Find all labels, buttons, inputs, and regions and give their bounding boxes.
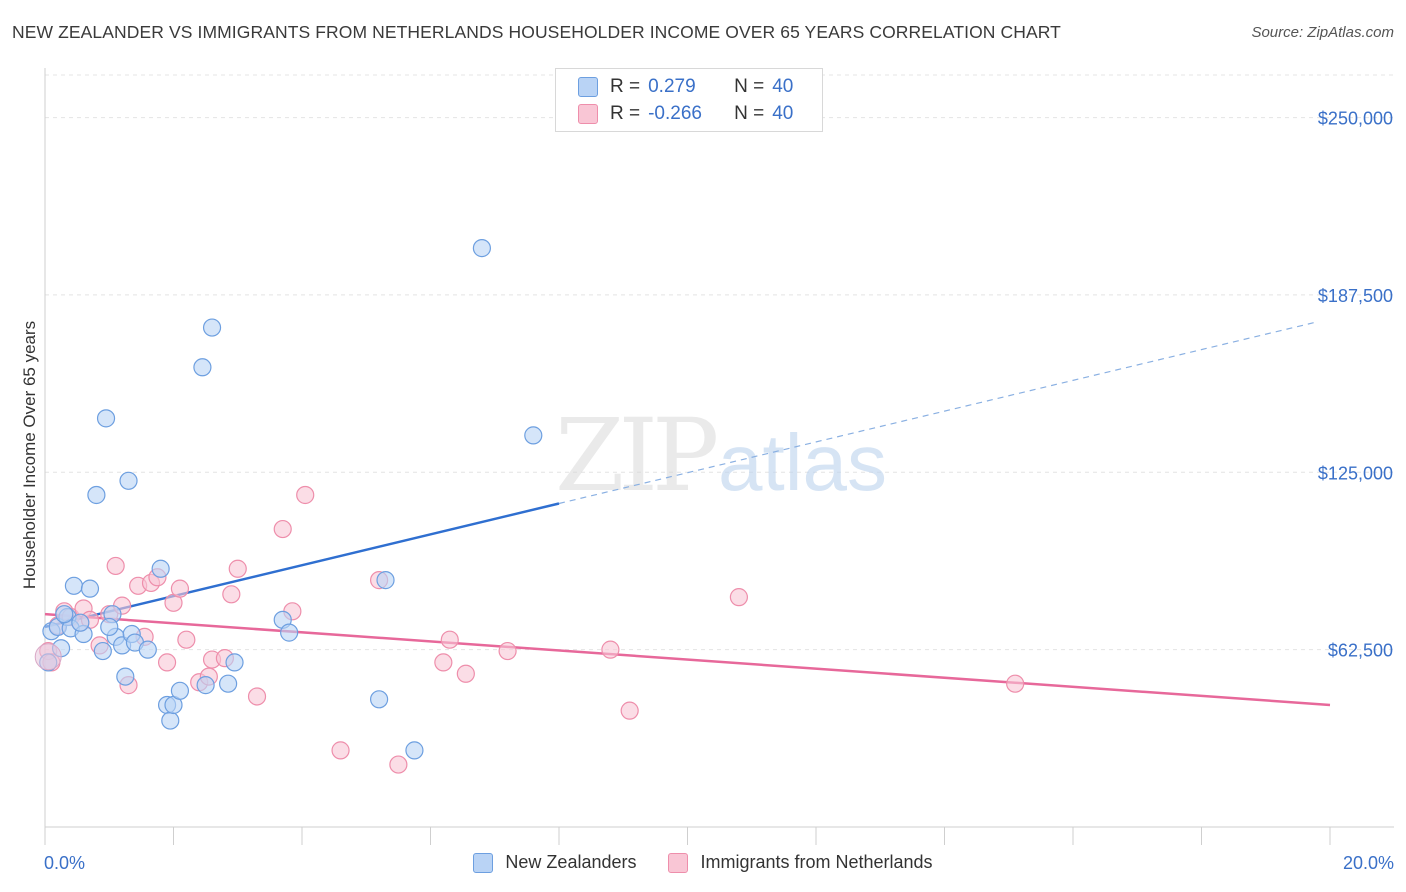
point-netherlands [157, 653, 177, 672]
legend-item-netherlands[interactable]: Immigrants from Netherlands [668, 852, 933, 873]
point-netherlands [273, 519, 292, 539]
legend-item-new-zealanders[interactable]: New Zealanders [473, 852, 636, 873]
chart-source: Source: ZipAtlas.com [1251, 24, 1394, 41]
point-new-zealanders [376, 571, 395, 590]
point-netherlands [498, 641, 517, 661]
point-new-zealanders [151, 559, 170, 578]
point-new-zealanders [64, 576, 84, 595]
x-tick-label-min: 0.0% [44, 853, 85, 873]
point-new-zealanders [55, 605, 74, 624]
point-new-zealanders [71, 613, 90, 632]
correlation-legend: R = 0.279 N = 40 R = -0.266 N = 40 [555, 68, 823, 132]
y-tick-label: $62,500 [1328, 641, 1393, 661]
legend-n-label: N = [734, 76, 765, 97]
point-new-zealanders [87, 485, 106, 505]
x-tick-label-max: 20.0% [1343, 853, 1394, 873]
point-new-zealanders [280, 623, 299, 642]
trend-line-netherlands [44, 612, 1331, 707]
legend-r-value: -0.266 [648, 103, 702, 124]
point-netherlands [106, 556, 125, 576]
point-netherlands [177, 630, 196, 649]
point-new-zealanders [119, 471, 138, 490]
legend-swatch-pink [668, 852, 689, 873]
data-points [34, 239, 1025, 774]
point-netherlands [331, 741, 350, 760]
legend-label: New Zealanders [505, 852, 637, 872]
point-new-zealanders [405, 741, 424, 760]
point-netherlands [389, 755, 408, 774]
point-netherlands [440, 630, 459, 649]
legend-swatch-blue [578, 77, 598, 97]
axes [44, 68, 1394, 845]
point-new-zealanders [170, 681, 190, 700]
point-new-zealanders [370, 690, 389, 709]
legend-n-value: 40 [772, 76, 794, 97]
point-cluster [34, 643, 62, 671]
point-new-zealanders [80, 579, 100, 598]
point-netherlands [228, 559, 247, 578]
tick-labels: $62,500 $125,000 $187,500 $250,000 0.0% 20.0% [44, 109, 1394, 873]
legend-row-new-zealanders: R = 0.279 N = 40 [578, 75, 793, 99]
point-netherlands [456, 664, 475, 683]
watermark-zip: ZIP [555, 397, 716, 514]
point-new-zealanders [202, 318, 222, 337]
point-new-zealanders [196, 676, 215, 695]
legend-swatch-pink [578, 104, 598, 124]
y-tick-label: $250,000 [1318, 109, 1393, 129]
point-new-zealanders [219, 674, 238, 693]
trend-line-new-zealanders-projection [558, 321, 1318, 505]
legend-r-value: 0.279 [648, 76, 696, 97]
point-new-zealanders [193, 358, 212, 377]
point-new-zealanders [161, 711, 180, 730]
watermark: ZIP atlas [555, 397, 887, 514]
point-netherlands [1006, 674, 1025, 693]
point-new-zealanders [116, 667, 135, 686]
point-new-zealanders [524, 426, 543, 445]
legend-r-label: R = [610, 76, 641, 97]
point-netherlands [170, 579, 190, 598]
point-new-zealanders [225, 653, 244, 672]
point-netherlands [247, 687, 267, 706]
y-axis-label: Householder Income Over 65 years [20, 320, 39, 590]
point-new-zealanders [100, 617, 119, 637]
legend-row-netherlands: R = -0.266 N = 40 [578, 102, 793, 126]
point-netherlands [601, 640, 620, 659]
point-netherlands [222, 585, 241, 604]
y-tick-label: $125,000 [1318, 463, 1393, 483]
point-netherlands [296, 485, 315, 505]
gridlines [45, 74, 1394, 651]
watermark-atlas: atlas [718, 418, 887, 507]
legend-label: Immigrants from Netherlands [700, 852, 933, 872]
point-new-zealanders [138, 640, 157, 659]
point-new-zealanders [96, 409, 116, 428]
chart-title: NEW ZEALANDER VS IMMIGRANTS FROM NETHERL… [12, 22, 1061, 42]
legend-r-label: R = [610, 103, 641, 124]
legend-swatch-blue [473, 852, 494, 873]
series-legend: New Zealanders Immigrants from Netherlan… [0, 852, 1406, 873]
point-netherlands [434, 653, 453, 672]
legend-n-label: N = [734, 103, 765, 124]
point-new-zealanders [93, 641, 112, 661]
point-new-zealanders [472, 239, 491, 258]
y-tick-label: $187,500 [1318, 286, 1393, 306]
point-netherlands [729, 588, 749, 607]
point-netherlands [620, 701, 639, 720]
legend-n-value: 40 [772, 103, 794, 124]
